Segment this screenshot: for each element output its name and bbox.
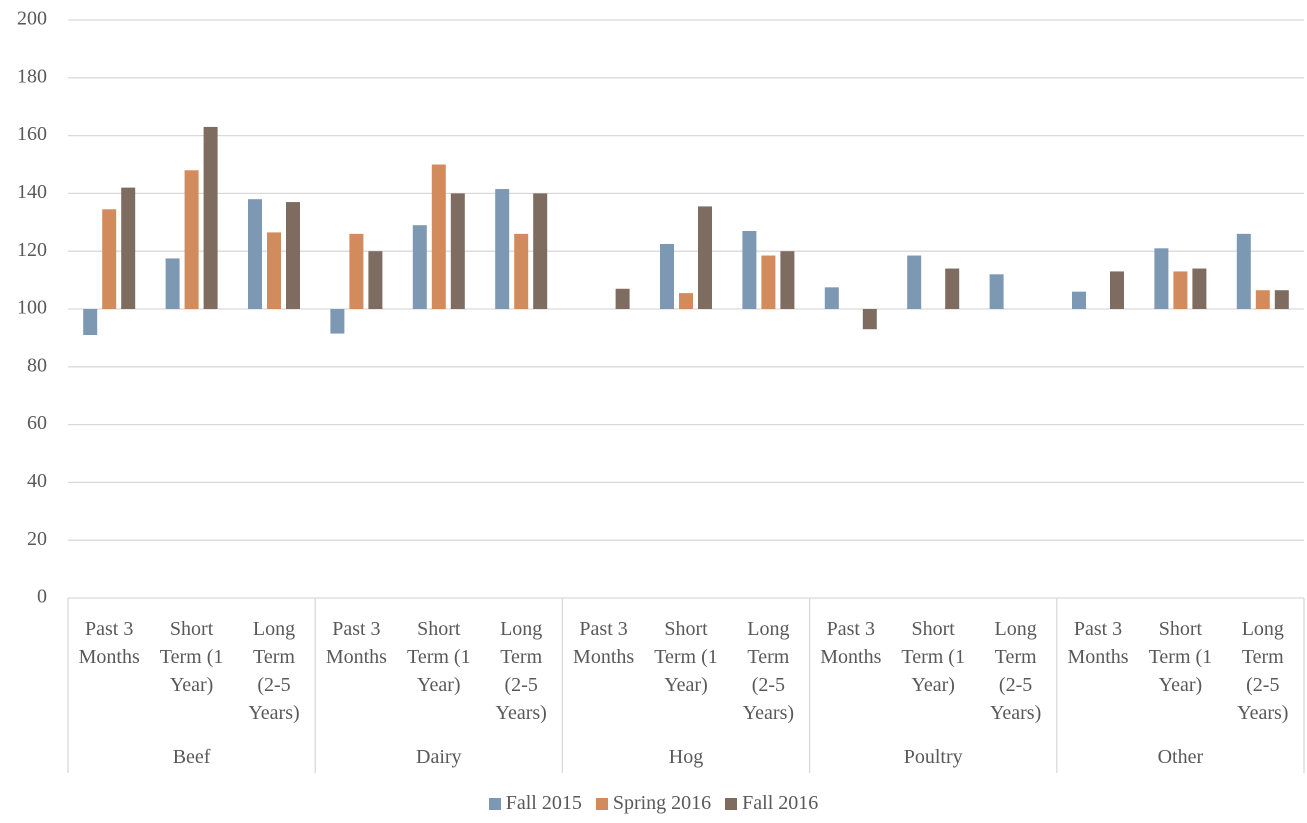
bar <box>660 243 674 309</box>
x-tick-label: Past 3 Months <box>820 618 882 668</box>
bar <box>1110 271 1124 309</box>
y-tick-label: 120 <box>17 239 47 261</box>
x-tick-label: Short Term (1 Year) <box>654 618 718 696</box>
bar <box>514 233 529 309</box>
group-label: Dairy <box>416 746 462 768</box>
x-tick-label: Short Term (1 Year) <box>1148 618 1213 696</box>
bar <box>121 187 136 309</box>
x-tick-label: Past 3 Months <box>1067 618 1129 668</box>
bar <box>431 164 446 309</box>
bar <box>1192 268 1207 309</box>
bar <box>1236 233 1251 309</box>
bar <box>450 193 465 309</box>
x-tick-label: Long Term (2-5 Years) <box>742 618 795 724</box>
bar <box>165 258 180 309</box>
legend: Fall 2015 Spring 2016 Fall 2016 <box>0 792 1307 815</box>
bar <box>1255 290 1270 309</box>
bar <box>286 202 300 309</box>
bar <box>330 309 345 334</box>
legend-item: Spring 2016 <box>595 792 712 815</box>
bar <box>1072 291 1086 309</box>
y-tick-label: 180 <box>17 65 47 87</box>
x-tick-label: Short Term (1 Year) <box>407 618 471 696</box>
bar <box>862 309 877 330</box>
group-label: Poultry <box>903 746 963 768</box>
bar <box>1274 290 1289 309</box>
bar <box>824 287 839 309</box>
legend-swatch <box>595 797 608 810</box>
y-tick-label: 20 <box>27 528 47 550</box>
legend-label: Fall 2016 <box>742 792 819 814</box>
y-tick-label: 140 <box>17 181 47 203</box>
x-tick-label: Past 3 Months <box>573 618 635 668</box>
bar <box>679 293 693 309</box>
bar <box>267 232 281 309</box>
y-tick-label: 40 <box>27 470 47 492</box>
bar <box>780 251 795 309</box>
y-tick-label: 80 <box>27 354 47 376</box>
legend-swatch <box>725 797 738 810</box>
y-tick-label: 160 <box>17 123 47 145</box>
bar <box>495 189 510 309</box>
bar <box>184 170 199 309</box>
group-label: Beef <box>172 746 211 768</box>
y-tick-label: 100 <box>17 297 47 319</box>
x-tick-label: Long Term (2-5 Years) <box>495 618 547 724</box>
x-tick-label: Long Term (2-5 Years) <box>248 618 300 724</box>
bar <box>533 193 548 309</box>
legend-item: Fall 2016 <box>725 792 818 815</box>
bar <box>1173 271 1188 309</box>
bar <box>412 225 427 309</box>
bar <box>102 209 117 309</box>
y-tick-label: 0 <box>37 586 47 608</box>
bar <box>698 206 712 309</box>
y-tick-label: 60 <box>27 412 47 434</box>
group-label: Other <box>1157 746 1204 768</box>
x-tick-label: Short Term (1 Year) <box>901 618 965 696</box>
bar <box>248 199 262 309</box>
bar <box>989 274 1004 309</box>
bar <box>761 255 776 309</box>
legend-label: Spring 2016 <box>612 792 712 814</box>
bar <box>945 268 960 309</box>
x-tick-label: Past 3 Months <box>78 618 140 668</box>
bar <box>368 251 383 309</box>
x-tick-label: Long Term (2-5 Years) <box>1237 618 1289 724</box>
legend-label: Fall 2015 <box>505 792 582 814</box>
x-tick-label: Short Term (1 Year) <box>159 618 224 696</box>
x-tick-label: Long Term (2-5 Years) <box>989 618 1042 724</box>
bar <box>349 233 364 309</box>
bar <box>83 309 98 336</box>
legend-swatch <box>488 797 501 810</box>
bar <box>615 288 630 309</box>
bar <box>907 255 922 309</box>
bar <box>203 126 218 310</box>
x-tick-label: Past 3 Months <box>325 618 387 668</box>
bar <box>742 230 757 309</box>
bar <box>1154 248 1169 309</box>
group-label: Hog <box>668 746 704 768</box>
legend-item: Fall 2015 <box>488 792 582 815</box>
y-tick-label: 200 <box>17 8 47 30</box>
